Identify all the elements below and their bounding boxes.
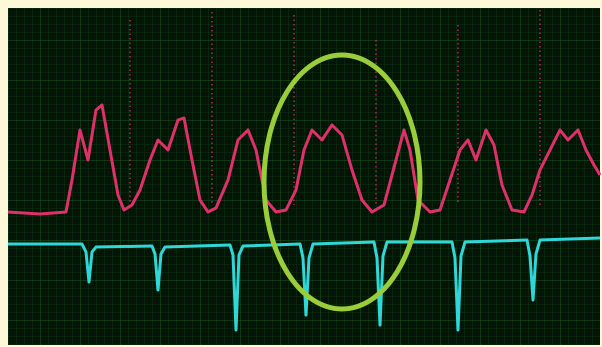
page: (() => { const data = JSON.parse(documen… <box>0 0 602 347</box>
oscilloscope-screenshot <box>0 0 602 347</box>
